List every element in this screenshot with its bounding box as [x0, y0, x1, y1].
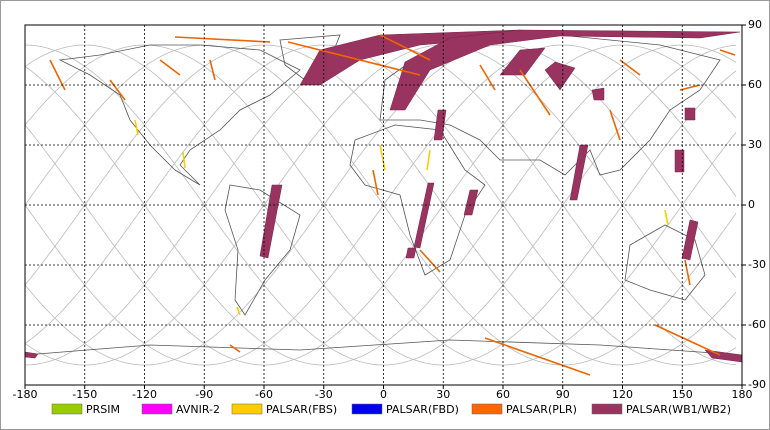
legend-label: PALSAR(FBD) [386, 403, 459, 416]
wb-swath [259, 184, 283, 259]
legend-label: PALSAR(WB1/WB2) [626, 403, 731, 416]
x-tick-label: -60 [255, 388, 273, 401]
y-tick-label: 0 [748, 198, 755, 211]
orbit-track [24, 44, 737, 366]
legend-swatch [141, 403, 173, 415]
legend-label: PALSAR(PLR) [506, 403, 577, 416]
axes: -180 -150 -120 -90 -60 -30 0 30 60 90 120 150 180-90… [13, 18, 766, 401]
wb-swath [591, 87, 605, 101]
x-tick-label: 0 [380, 388, 387, 401]
wb-swath [684, 107, 696, 121]
y-tick-label: -90 [748, 378, 766, 391]
wb-swath [463, 189, 479, 216]
x-tick-label: -150 [72, 388, 97, 401]
legend-label: AVNIR-2 [176, 403, 220, 416]
wb-swath [413, 182, 435, 249]
x-tick-label: 30 [436, 388, 450, 401]
x-tick-label: 180 [732, 388, 753, 401]
antarctica [24, 339, 743, 356]
x-tick-label: -30 [315, 388, 333, 401]
x-tick-label: 120 [612, 388, 633, 401]
y-tick-label: -30 [748, 258, 766, 271]
wb-swath [405, 247, 417, 259]
north-america [58, 44, 301, 186]
y-tick-label: -60 [748, 318, 766, 331]
x-tick-label: -180 [13, 388, 38, 401]
y-tick-label: 90 [748, 18, 762, 31]
legend-swatch [231, 403, 263, 415]
plr-swath [49, 34, 736, 376]
australia [624, 224, 706, 301]
wb-swath [499, 47, 546, 76]
y-tick-label: 30 [748, 138, 762, 151]
legend-label: PALSAR(FBS) [266, 403, 337, 416]
legend-label: PRSIM [86, 403, 120, 416]
orbit-track [24, 44, 737, 366]
wb-swath [681, 219, 699, 261]
orbit-track [24, 44, 737, 366]
orbit-track [24, 44, 737, 366]
fbs-swath [134, 119, 669, 316]
legend-swatch [351, 403, 383, 415]
legend-swatch [51, 403, 83, 415]
south-america [224, 184, 301, 316]
wb-swath [389, 29, 741, 111]
x-tick-label: -120 [132, 388, 157, 401]
x-tick-label: 90 [556, 388, 570, 401]
legend: PRSIM AVNIR-2 PALSAR(FBS) PALSAR(FBD) PALSAR… [51, 403, 731, 416]
wb-swath [674, 149, 685, 173]
x-tick-label: 60 [496, 388, 510, 401]
orbit-track [24, 44, 737, 366]
orbit-track [24, 44, 737, 366]
legend-swatch [471, 403, 503, 415]
x-tick-label: -90 [195, 388, 213, 401]
x-tick-label: 150 [672, 388, 693, 401]
swaths [24, 29, 743, 376]
wb-swath [544, 61, 576, 91]
legend-swatch [591, 403, 623, 415]
y-tick-label: 60 [748, 78, 762, 91]
